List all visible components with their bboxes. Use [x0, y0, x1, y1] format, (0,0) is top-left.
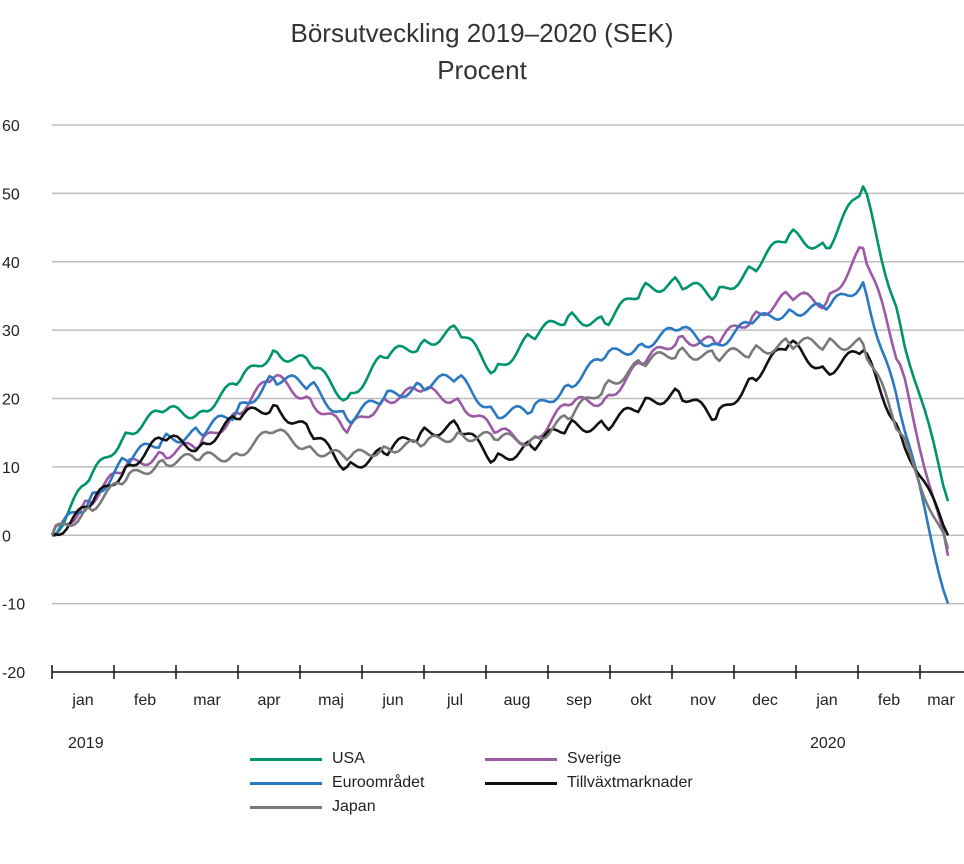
y-tick-label: 0: [2, 528, 11, 545]
series-line-usa: [51, 185, 950, 537]
legend-label-tillvaxtmarknader: Tillväxtmarknader: [567, 774, 693, 791]
y-tick-label: 20: [2, 392, 20, 409]
y-tick-label: 40: [2, 255, 20, 272]
legend-swatch-sverige: [485, 757, 557, 761]
x-tick-label: okt: [630, 692, 652, 709]
legend-swatch-japan: [250, 805, 322, 809]
year-label-2020: 2020: [810, 735, 846, 752]
x-tick-label: feb: [878, 692, 900, 709]
x-tick-label: jan: [815, 692, 837, 709]
legend-item-sverige: Sverige: [485, 750, 621, 768]
series-line-euroomrdet: [51, 281, 950, 605]
year-label-2019: 2019: [68, 735, 104, 752]
legend-swatch-usa: [250, 757, 322, 761]
y-tick-label: 30: [2, 323, 20, 340]
x-tick-label: apr: [257, 692, 281, 709]
legend-item-tillvaxtmarknader: Tillväxtmarknader: [485, 774, 693, 792]
legend-item-japan: Japan: [250, 798, 376, 816]
legend-label-japan: Japan: [332, 798, 376, 815]
x-tick-label: jun: [381, 692, 403, 709]
x-tick-label: aug: [504, 692, 531, 709]
x-tick-label: nov: [690, 692, 716, 709]
x-tick-label: jan: [71, 692, 93, 709]
x-tick-label: maj: [318, 692, 344, 709]
x-tick-label: jul: [446, 692, 463, 709]
legend-label-usa: USA: [332, 750, 365, 767]
legend-item-euroomradet: Euroområdet: [250, 774, 425, 792]
legend-label-sverige: Sverige: [567, 750, 622, 767]
legend-swatch-tillvaxtmarknader: [485, 781, 557, 785]
x-tick-label: dec: [752, 692, 778, 709]
chart-subtitle: Procent: [437, 55, 527, 85]
legend: USA Sverige Euroområdet Tillväxtmarknade…: [250, 750, 770, 830]
x-tick-label: mar: [193, 692, 221, 709]
legend-item-usa: USA: [250, 750, 365, 768]
y-tick-label: 50: [2, 186, 20, 203]
y-tick-label: 10: [2, 460, 20, 477]
legend-swatch-euroomradet: [250, 781, 322, 785]
x-tick-label: mar: [927, 692, 955, 709]
y-tick-label: -20: [2, 665, 25, 682]
chart-title: Börsutveckling 2019–2020 (SEK): [290, 18, 674, 48]
series-line-japan: [50, 336, 950, 550]
legend-label-euroomradet: Euroområdet: [332, 774, 425, 791]
series-line-sverige: [50, 246, 950, 557]
y-tick-label: -10: [2, 597, 25, 614]
y-tick-label: 60: [2, 118, 20, 135]
x-tick-label: sep: [566, 692, 592, 709]
x-tick-label: feb: [134, 692, 156, 709]
